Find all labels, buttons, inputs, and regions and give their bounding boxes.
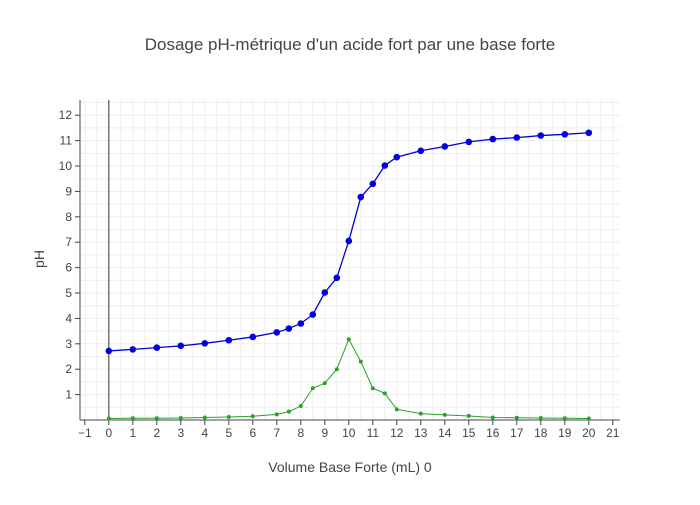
x-tick-label: 18	[534, 426, 548, 440]
series-2-point	[418, 411, 423, 416]
series-2-point	[370, 386, 375, 391]
series-2-point	[334, 367, 339, 372]
series-1-point	[369, 180, 377, 188]
y-tick-label: 5	[65, 286, 72, 300]
x-tick-label: 14	[438, 426, 452, 440]
series-2-point	[250, 414, 255, 419]
y-tick-label: 4	[65, 311, 72, 325]
y-tick-label: 2	[65, 362, 72, 376]
y-axis-title: pH	[31, 250, 47, 268]
series-2-point	[226, 414, 231, 419]
series-1-point	[513, 134, 521, 141]
series-layer	[105, 129, 593, 421]
x-tick-label: 8	[297, 426, 304, 440]
x-tick-label: 12	[390, 426, 404, 440]
x-tick-label: 13	[414, 426, 428, 440]
x-tick-label: 10	[342, 426, 356, 440]
x-tick-label: 0	[105, 426, 112, 440]
series-2-point	[586, 416, 591, 421]
series-2-point	[490, 415, 495, 420]
series-2-point	[538, 415, 543, 420]
x-tick-label: −1	[78, 426, 92, 440]
series-2-point	[322, 381, 327, 386]
series-1-point	[585, 129, 593, 137]
y-tick-label: 12	[59, 108, 73, 122]
x-tick-label: 11	[367, 426, 380, 440]
series-2-point	[466, 413, 471, 418]
series-2-point	[274, 412, 279, 417]
x-axis-title: Volume Base Forte (mL) 0	[268, 459, 432, 475]
series-2-point	[286, 409, 291, 414]
y-tick-label: 3	[65, 337, 72, 351]
x-tick-label: 20	[582, 426, 596, 440]
series-2-point	[394, 407, 399, 412]
series-2-point	[298, 404, 303, 409]
series-2-point	[514, 415, 519, 420]
series-1-point	[321, 289, 329, 296]
series-1-point	[309, 311, 317, 318]
series-1-point	[417, 147, 425, 155]
x-tick-label: 15	[462, 426, 476, 440]
series-1-point	[225, 336, 233, 344]
x-tick-label: 19	[558, 426, 572, 440]
series-2-point	[358, 359, 363, 364]
x-tick-label: 17	[510, 426, 524, 440]
series-1-point	[381, 162, 389, 169]
x-tick-label: 5	[225, 426, 232, 440]
x-tick-label: 3	[177, 426, 184, 440]
series-1-point	[345, 237, 353, 245]
series-1-point	[285, 325, 293, 332]
series-2-point	[106, 416, 111, 421]
series-2-line	[108, 338, 589, 419]
series-2-point	[310, 386, 315, 391]
series-1-point	[489, 135, 497, 143]
grid	[80, 100, 620, 420]
y-tick-label: 8	[65, 210, 72, 224]
series-2-point	[442, 412, 447, 417]
x-tick-label: 6	[249, 426, 256, 440]
series-2-point	[346, 337, 351, 342]
y-tick-label: 9	[65, 184, 72, 198]
x-tick-label: 7	[273, 426, 280, 440]
series-1-point	[333, 274, 341, 282]
labels: Dosage pH-métrique d'un acide fort par u…	[31, 35, 555, 475]
series-1-point	[297, 320, 305, 327]
series-2-point	[154, 416, 159, 421]
series-1-point	[561, 130, 569, 138]
series-2-point	[382, 391, 387, 396]
series-1-point	[177, 342, 185, 350]
chart-title: Dosage pH-métrique d'un acide fort par u…	[145, 35, 556, 54]
series-1-point	[249, 333, 257, 341]
y-tick-label: 11	[60, 134, 73, 148]
axes: −1 0 1 2 3 4 5 6 7 8 9 10 11 12 13 14 15 16 17 18 19 20 211234…	[59, 100, 620, 440]
x-tick-label: 16	[486, 426, 500, 440]
series-1-point	[537, 132, 545, 139]
series-1-line	[108, 132, 589, 352]
series-1-point	[441, 143, 449, 150]
y-tick-label: 7	[65, 235, 72, 249]
x-tick-label: 2	[153, 426, 160, 440]
x-tick-label: 1	[129, 426, 136, 440]
series-1-point	[465, 138, 473, 146]
series-2-point	[130, 416, 135, 421]
series-1-point	[273, 329, 281, 336]
series-2-point	[562, 416, 567, 421]
x-tick-label: 4	[201, 426, 208, 440]
series-2-point	[202, 415, 207, 420]
series-2-point	[178, 415, 183, 420]
series-1-point	[357, 193, 365, 201]
x-tick-label: 9	[321, 426, 328, 440]
x-tick-label: 21	[606, 426, 620, 440]
series-1-point	[393, 153, 401, 161]
series-1-point	[105, 347, 113, 355]
y-tick-label: 6	[65, 261, 72, 275]
series-1-point	[201, 340, 209, 347]
y-tick-label: 1	[65, 388, 72, 402]
series-1-point	[153, 344, 161, 351]
y-tick-label: 10	[59, 159, 73, 173]
series-1-point	[129, 346, 137, 353]
